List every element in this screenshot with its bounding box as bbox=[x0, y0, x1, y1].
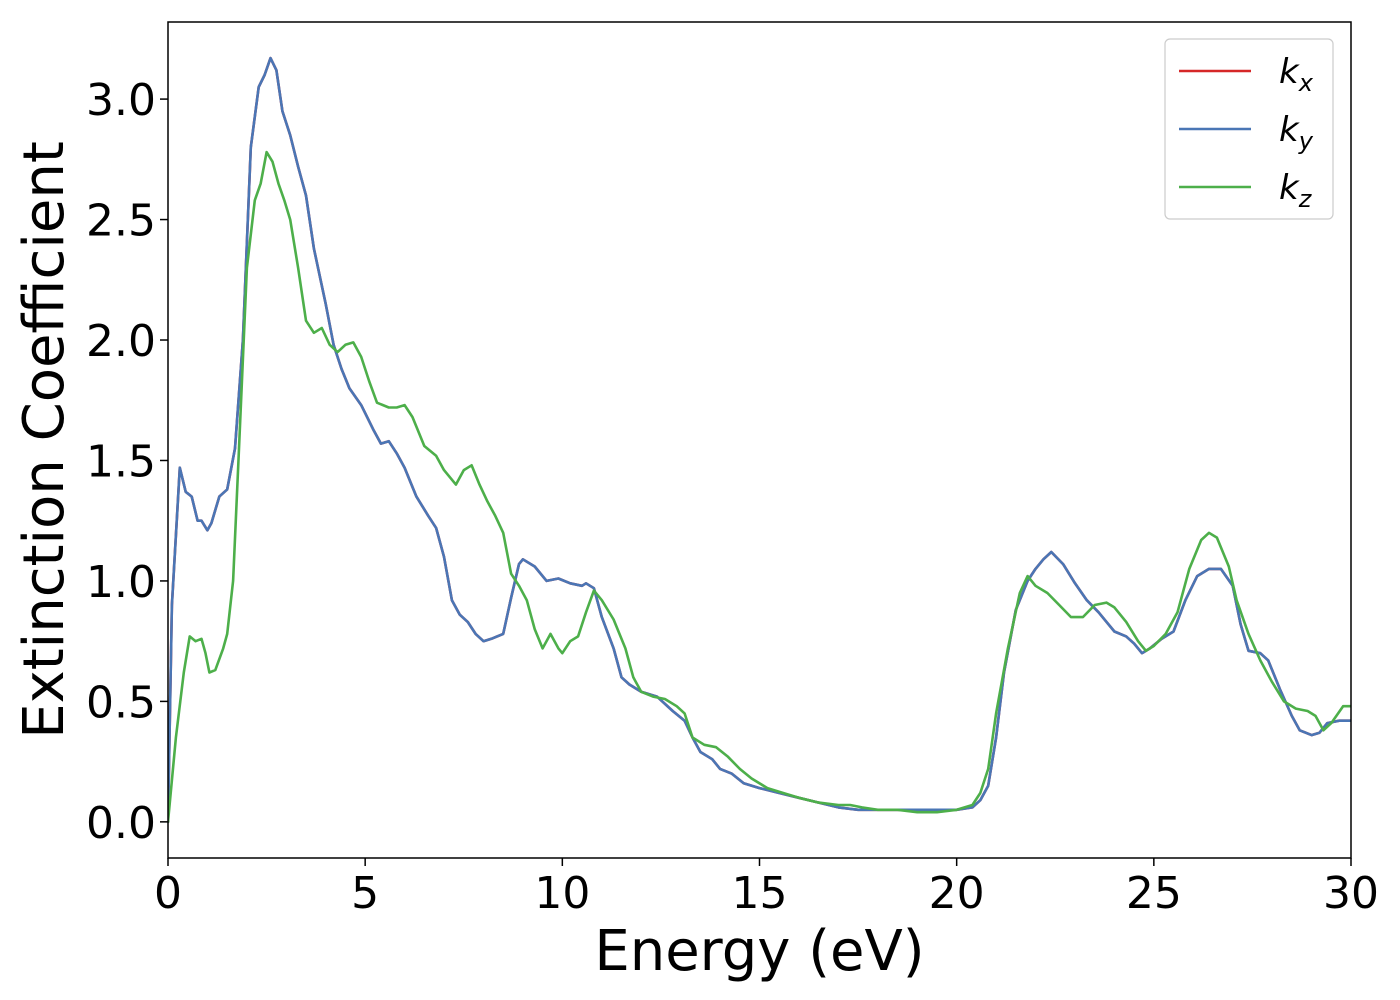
y-tick-label: 0.0 bbox=[86, 798, 156, 849]
x-tick-label: 30 bbox=[1323, 868, 1379, 919]
y-tick-label: 1.5 bbox=[86, 436, 156, 487]
y-tick-label: 2.0 bbox=[86, 316, 156, 367]
y-axis: 0.0 0.5 1.0 1.5 2.0 2.5 3.0 bbox=[86, 75, 168, 849]
x-tick-label: 20 bbox=[929, 868, 985, 919]
x-axis-title: Energy (eV) bbox=[594, 919, 924, 984]
legend-label-ky: ky bbox=[1279, 110, 1314, 155]
x-tick-label: 0 bbox=[154, 868, 182, 919]
y-tick-label: 2.5 bbox=[86, 196, 156, 247]
series-layer bbox=[168, 56, 1351, 824]
legend-label-kx: kx bbox=[1279, 52, 1314, 97]
y-axis-title: Extinction Coefficient bbox=[12, 141, 77, 739]
x-tick-label: 15 bbox=[732, 868, 788, 919]
y-tick-label: 1.0 bbox=[86, 557, 156, 608]
x-axis: 0 5 10 15 20 25 30 bbox=[154, 858, 1379, 919]
legend: kx ky kz bbox=[1164, 38, 1334, 220]
y-tick-label: 3.0 bbox=[86, 75, 156, 126]
x-tick-label: 5 bbox=[351, 868, 379, 919]
x-tick-label: 25 bbox=[1126, 868, 1182, 919]
y-tick-label: 0.5 bbox=[86, 677, 156, 728]
legend-label-kz: kz bbox=[1279, 168, 1313, 213]
x-tick-label: 10 bbox=[534, 868, 590, 919]
series-line-kz bbox=[168, 150, 1351, 824]
